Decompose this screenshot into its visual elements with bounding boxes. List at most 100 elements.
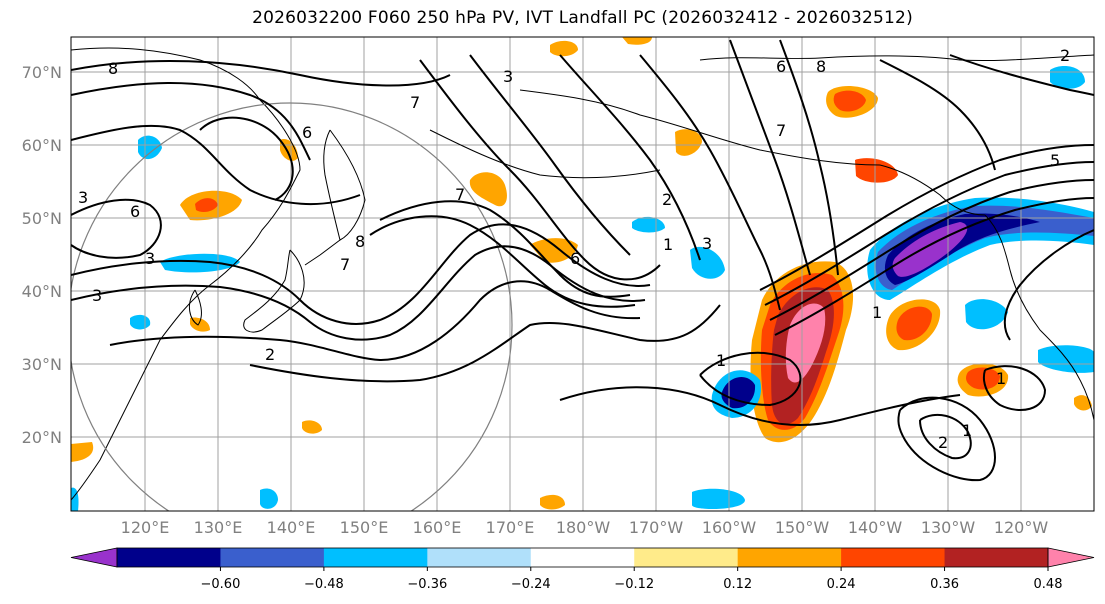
negative-pv-blob-6 — [965, 299, 1008, 330]
colorbar-segment — [427, 548, 532, 567]
contour-label: 1 — [996, 369, 1006, 388]
contour-label: 3 — [92, 286, 102, 305]
lon-label: 120°E — [121, 518, 170, 537]
colorbar-extend-max — [1047, 547, 1095, 568]
ivt-contours — [71, 39, 1094, 482]
colorbar-tick-label: 0.48 — [1034, 577, 1063, 592]
radius-circle — [71, 102, 513, 511]
contour-labels: 8 7 6 3 7 3 6 3 2 8 7 6 3 2 1 6 8 7 5 3 … — [78, 46, 1070, 452]
colorbar-segment — [841, 548, 946, 567]
contour-label: 7 — [410, 93, 420, 112]
positive-pv-blob-13 — [71, 442, 94, 462]
contour-label: 5 — [1050, 151, 1060, 170]
japan-coastline — [243, 249, 305, 333]
contour-label: 2 — [1060, 46, 1070, 65]
lon-label: 140°W — [848, 518, 903, 537]
map-title: 2026032200 F060 250 hPa PV, IVT Landfall… — [252, 8, 913, 28]
lon-label: 170°E — [486, 518, 535, 537]
contour-label: 3 — [503, 67, 513, 86]
contour-label: 7 — [776, 121, 786, 140]
contour-label: 7 — [455, 185, 465, 204]
korea-coastline — [188, 289, 202, 326]
contour-label: 3 — [78, 188, 88, 207]
contour-label: 2 — [662, 190, 672, 209]
map-frame — [70, 36, 1095, 512]
positive-pv-blob-5 — [469, 172, 507, 207]
lat-label: 50°N — [22, 209, 62, 228]
positive-pv-blob-15 — [1074, 395, 1092, 411]
coastlines — [71, 47, 1094, 501]
positive-pv-blob-3-core — [833, 90, 866, 112]
positive-pv-blob-12 — [540, 494, 565, 510]
lon-label: 140°E — [267, 518, 316, 537]
lon-label: 170°W — [629, 518, 684, 537]
asia-coastline — [71, 47, 301, 501]
latitude-labels: 70°N 60°N 50°N 40°N 30°N 20°N — [22, 63, 62, 447]
contour-label: 3 — [702, 234, 712, 253]
positive-pv-blob-4-core — [195, 198, 218, 213]
positive-pv-blob-8 — [622, 37, 652, 45]
negative-pv-blob-7 — [1038, 345, 1094, 373]
positive-pv-blob-16 — [190, 317, 210, 332]
colorbar-segment — [117, 548, 221, 567]
colorbar-tick-label: 0.24 — [827, 577, 856, 592]
contour-label: 6 — [130, 202, 140, 221]
contour-label: 1 — [716, 351, 726, 370]
map-content: 8 7 6 3 7 3 6 3 2 8 7 6 3 2 1 6 8 7 5 3 … — [71, 37, 1094, 511]
alaska-coastline — [519, 89, 986, 216]
lon-label: 160°W — [702, 518, 757, 537]
colorbar-tick-label: −0.36 — [407, 577, 447, 592]
lat-label: 40°N — [22, 282, 62, 301]
negative-pv-blob-4 — [632, 216, 665, 233]
positive-pv-blob-7 — [550, 40, 578, 57]
contour-label: 6 — [570, 249, 580, 268]
colorbar-segment — [737, 548, 842, 567]
contour-label: 2 — [938, 433, 948, 452]
arctic-coastline — [699, 54, 1094, 62]
colorbar-segment — [944, 548, 1049, 567]
contour-label: 6 — [776, 57, 786, 76]
aleutians-coastline — [429, 129, 661, 179]
negative-pv-blob-9 — [692, 488, 745, 510]
colorbar-segment — [530, 548, 635, 567]
colorbar-segment — [220, 548, 325, 567]
contour-label: 1 — [663, 235, 673, 254]
contour-label: 1 — [872, 303, 882, 322]
colorbar-segment — [634, 548, 739, 567]
lat-label: 70°N — [22, 63, 62, 82]
lat-label: 30°N — [22, 355, 62, 374]
kurils-coastline — [304, 239, 341, 266]
contour-label: 7 — [340, 255, 350, 274]
lon-label: 150°W — [775, 518, 830, 537]
colorbar-tick-label: −0.24 — [511, 577, 551, 592]
negative-pv-blob-3 — [138, 135, 162, 160]
colorbar-outline — [116, 547, 1049, 568]
colorbar-tick-label: −0.48 — [304, 577, 344, 592]
contour-label: 2 — [265, 345, 275, 364]
colorbar: −0.60 −0.48 −0.36 −0.24 −0.12 0.12 0.24 0.36 0.4… — [70, 547, 1095, 592]
negative-pv-blob-2 — [160, 253, 240, 273]
colorbar-tick-label: 0.12 — [723, 577, 752, 592]
colorbar-segment — [323, 548, 428, 567]
contour-label: 1 — [962, 421, 972, 440]
contour-label: 3 — [145, 249, 155, 268]
contour-label: 8 — [816, 57, 826, 76]
negative-pv-blob-10 — [260, 488, 278, 509]
lon-label: 150°E — [340, 518, 389, 537]
colorbar-tick-label: −0.12 — [614, 577, 654, 592]
lon-label: 180°W — [556, 518, 611, 537]
lat-label: 20°N — [22, 428, 62, 447]
negative-pv-blob-core — [721, 376, 756, 409]
north-america-coastline — [984, 214, 1094, 421]
positive-pv-blob-1-core — [896, 306, 932, 341]
contour-label: 6 — [302, 123, 312, 142]
contour-label: 8 — [108, 59, 118, 78]
positive-pv-blob-9 — [675, 129, 702, 156]
lon-label: 160°E — [413, 518, 462, 537]
colorbar-tick-label: 0.36 — [930, 577, 959, 592]
lon-label: 130°E — [194, 518, 243, 537]
longitude-labels: 120°E 130°E 140°E 150°E 160°E 170°E 180°… — [121, 518, 1049, 537]
contour-label: 8 — [355, 232, 365, 251]
lon-label: 120°W — [994, 518, 1049, 537]
